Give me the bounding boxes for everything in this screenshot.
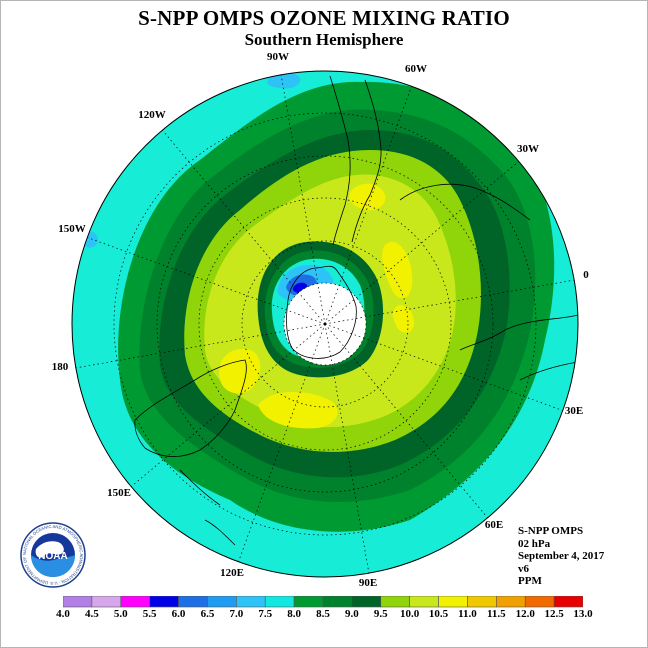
graticule [75,74,575,574]
colorbar-tick-label: 6.0 [171,608,186,620]
version-label: v6 [518,562,529,575]
ozone-region-11.0 [382,241,413,299]
colorbar-tick-label: 4.5 [85,608,99,620]
longitude-label: 150W [58,223,86,235]
latitude-circle [241,240,409,408]
latitude-circle [113,112,537,536]
longitude-label: 0 [583,269,589,281]
meridian-line [324,323,563,411]
longitude-label: 30E [565,405,583,417]
colorbar-tick-label: 10.5 [428,608,449,620]
colorbar-tick-label: 12.0 [515,608,535,620]
africa-coast [399,183,578,381]
longitude-label: 90W [267,51,289,63]
meridian-line [324,86,412,325]
colorbar-tick-label: 11.5 [487,608,506,620]
colorbar-tick-label: 8.5 [316,608,330,620]
colorbar-swatch [149,596,179,608]
colorbar-swatch [524,596,555,608]
longitude-label: 180 [52,361,69,373]
south-america-coast [329,75,382,246]
colorbar-swatch [322,596,353,608]
longitude-label: 150E [107,487,131,499]
units-label: PPM [518,575,542,587]
colorbar-swatch [264,596,295,608]
colorbar-swatch [496,596,526,608]
ozone-region-11.0 [258,391,338,429]
new-zealand-coast [179,469,236,546]
meridian-line [324,279,575,325]
colorbar-swatch [236,596,266,608]
meridian-line [87,237,326,325]
colorbar [63,596,583,608]
colorbar-tick-label: 5.0 [113,608,128,620]
colorbar-tick-label: 10.0 [400,608,420,620]
south-pole-marker [323,322,327,326]
longitude-label: 90E [359,577,377,589]
colorbar-swatch [553,596,583,608]
colorbar-tick-label: 8.0 [287,608,301,620]
colorbar-tick-label: 6.5 [200,608,215,620]
colorbar-swatch [63,596,93,608]
info-block: S-NPP OMPS 02 hPa September 4, 2017 v6 P… [518,525,604,588]
colorbar-swatch [467,596,497,608]
date-label: September 4, 2017 [518,550,605,562]
colorbar-tick-label: 13.0 [573,608,593,620]
colorbar-swatch [438,596,468,608]
longitude-label: 60W [405,63,427,75]
pressure-level-label: 02 hPa [518,537,551,550]
colorbar-swatch [91,596,122,608]
colorbar-tick-label: 9.0 [345,608,359,620]
meridian-line [324,161,520,325]
colorbar-swatch [178,596,208,608]
meridian-line [130,323,326,487]
australia-coast [134,359,247,457]
colorbar-swatch [380,596,410,608]
meridian-line [75,323,326,369]
map-subtitle: Southern Hemisphere [244,30,404,49]
latitude-circle [156,155,494,493]
meridian-line [280,74,326,325]
ozone-region-11.0 [219,349,261,394]
colorbar-swatch [293,596,324,608]
logo-text: NOAA [38,551,67,562]
colorbar-tick-label: 11.0 [458,608,477,620]
latitude-circle [283,282,367,366]
map-boundary [71,70,579,578]
colorbar-swatch [207,596,237,608]
colorbar-tick-label: 7.5 [258,608,273,620]
meridian-line [238,323,326,562]
latitude-circle [198,197,452,451]
colorbar-swatch [409,596,439,608]
colorbar-swatch [120,596,150,608]
noaa-logo: NOAA NATIONAL OCEANIC AND ATMOSPHERIC AD… [20,522,86,588]
longitude-label: 120W [138,109,166,121]
colorbar-tick-label: 4.0 [56,608,70,620]
meridian-line [324,323,370,574]
longitude-label: 120E [220,567,244,579]
ozone-region-11.0 [349,183,386,211]
meridian-line [324,323,488,519]
colorbar-swatch [351,596,382,608]
colorbar-tick-label: 12.5 [544,608,564,620]
instrument-label: S-NPP OMPS [518,525,584,537]
colorbar-tick-label: 5.5 [142,608,157,620]
ozone-region-11.0 [392,305,415,333]
longitude-labels: 0 30E 60E 90E 120E 150E 180 150W 120W 90W 60W 30W [52,51,590,589]
colorbar-tick-label: 7.0 [229,608,244,620]
colorbar-tick-label: 9.5 [373,608,388,620]
map-title: S-NPP OMPS OZONE MIXING RATIO [138,6,510,30]
coastlines [134,75,578,546]
antarctica-coast [286,265,357,359]
longitude-label: 60E [485,519,503,531]
meridian-line [162,129,326,325]
longitude-label: 30W [517,143,539,155]
